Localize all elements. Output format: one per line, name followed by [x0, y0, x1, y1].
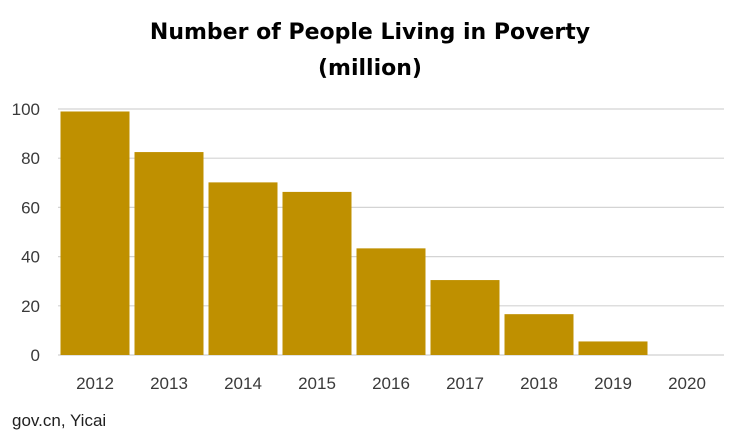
x-tick-label-2020: 2020	[668, 374, 706, 393]
x-tick-label-2018: 2018	[520, 374, 558, 393]
bar-2017	[430, 280, 500, 355]
chart-title-group: Number of People Living in Poverty (mill…	[150, 20, 590, 81]
x-tick-label-2013: 2013	[150, 374, 188, 393]
y-tick-label-80: 80	[21, 149, 40, 168]
bar-2014	[208, 182, 278, 355]
bar-2012	[60, 111, 130, 356]
x-tick-label-2017: 2017	[446, 374, 484, 393]
bar-2019	[578, 341, 648, 355]
y-tick-label-60: 60	[21, 198, 40, 217]
x-tick-label-2012: 2012	[76, 374, 114, 393]
chart-title-line-2: (million)	[318, 56, 422, 81]
bar-2015	[282, 191, 352, 355]
bar-2016	[356, 248, 426, 355]
y-axis-tick-labels: 0 20 40 60 80 100	[12, 100, 40, 365]
y-tick-label-0: 0	[31, 346, 40, 365]
y-tick-label-40: 40	[21, 248, 40, 267]
x-tick-label-2016: 2016	[372, 374, 410, 393]
y-tick-label-20: 20	[21, 297, 40, 316]
y-tick-label-100: 100	[12, 100, 40, 119]
bar-2018	[504, 314, 574, 355]
x-axis-tick-labels: 2012 2013 2014 2015 2016 2017 2018 2019 2020	[76, 374, 706, 393]
chart-title-line-1: Number of People Living in Poverty	[150, 20, 590, 45]
bars	[60, 111, 648, 356]
source-note: gov.cn, Yicai	[12, 411, 106, 430]
x-tick-label-2019: 2019	[594, 374, 632, 393]
x-tick-label-2015: 2015	[298, 374, 336, 393]
bar-2013	[134, 152, 204, 355]
x-tick-label-2014: 2014	[224, 374, 262, 393]
